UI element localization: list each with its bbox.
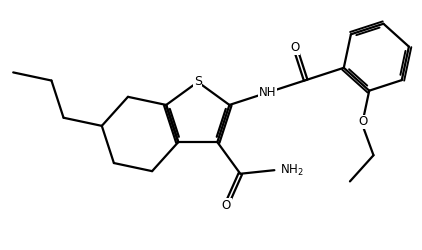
Text: O: O — [290, 41, 300, 54]
Text: NH$_2$: NH$_2$ — [280, 163, 304, 178]
Text: O: O — [358, 115, 367, 128]
Text: O: O — [222, 198, 231, 211]
Text: NH: NH — [259, 86, 276, 99]
Text: S: S — [194, 76, 202, 88]
